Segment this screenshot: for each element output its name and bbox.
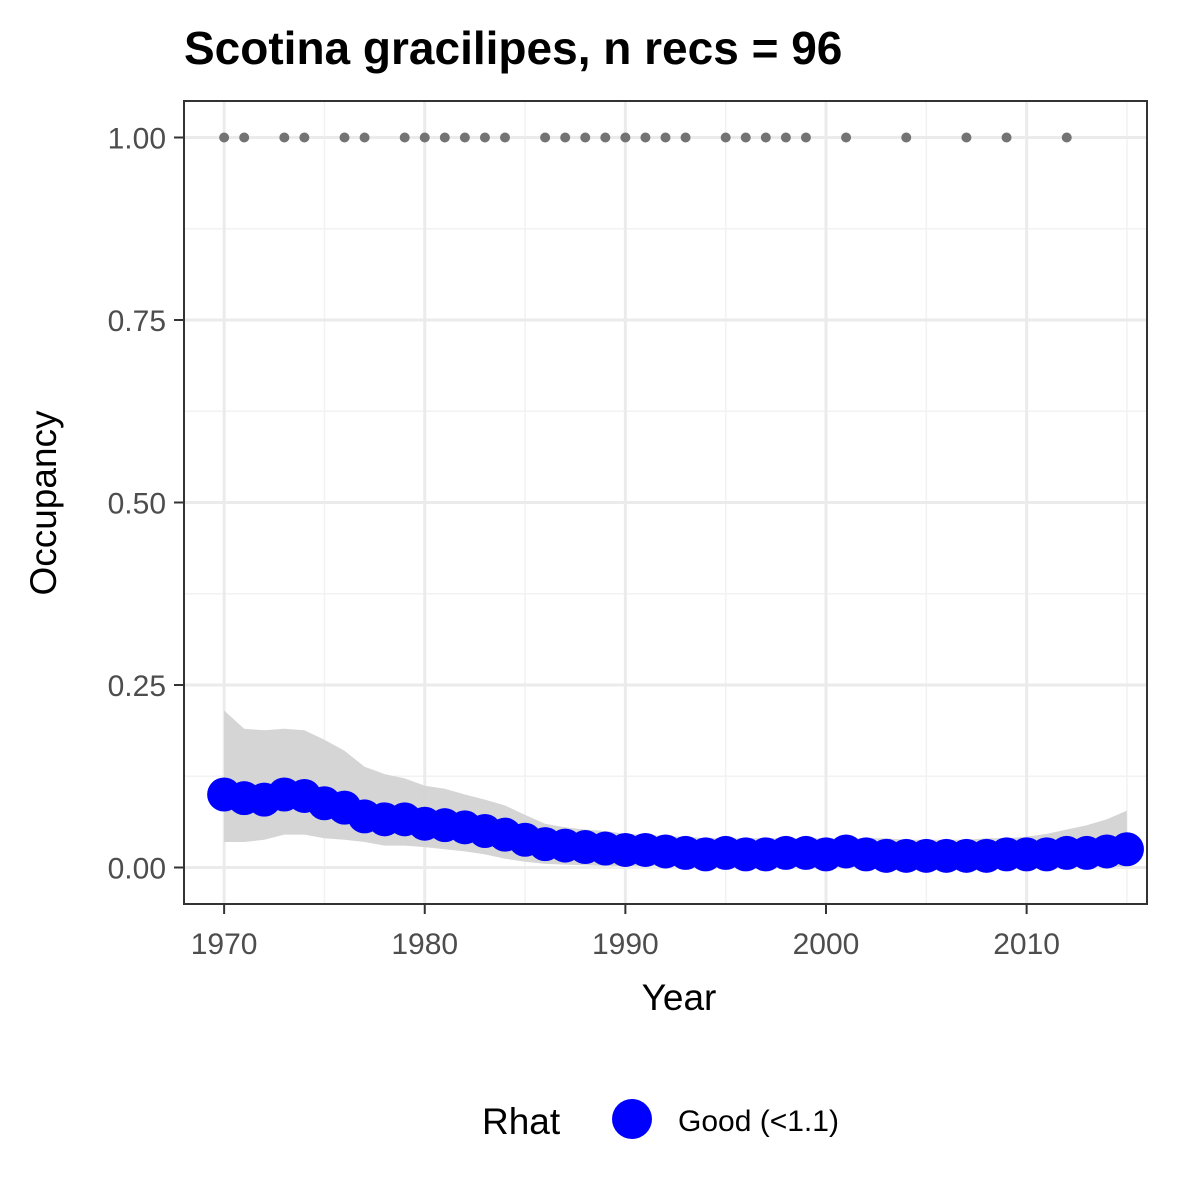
- occupancy-point: [1109, 832, 1144, 867]
- x-tick-label: 2000: [793, 928, 860, 961]
- y-tick-label: 0.50: [108, 488, 166, 521]
- y-tick-label: 0.00: [108, 853, 166, 886]
- x-tick-label: 1970: [191, 928, 258, 961]
- record-point: [660, 132, 671, 143]
- y-tick-label: 1.00: [108, 123, 166, 156]
- record-point: [439, 132, 450, 143]
- legend-title: Rhat: [482, 1101, 561, 1142]
- x-tick-label: 1990: [592, 928, 659, 961]
- record-point: [740, 132, 751, 143]
- record-point: [760, 132, 771, 143]
- record-point: [359, 132, 370, 143]
- legend: Rhat Good (<1.1): [482, 1099, 839, 1142]
- record-point: [279, 132, 290, 143]
- record-point: [419, 132, 430, 143]
- record-point: [399, 132, 410, 143]
- record-point: [620, 132, 631, 143]
- record-point: [961, 132, 972, 143]
- record-point: [1061, 132, 1072, 143]
- record-point: [780, 132, 791, 143]
- record-point: [540, 132, 551, 143]
- y-axis-title: Occupancy: [23, 410, 64, 596]
- record-point: [479, 132, 490, 143]
- record-point: [800, 132, 811, 143]
- x-tick-label: 2010: [993, 928, 1060, 961]
- record-point: [560, 132, 571, 143]
- record-point: [600, 132, 611, 143]
- y-tick-label: 0.25: [108, 670, 166, 703]
- record-point: [219, 132, 230, 143]
- legend-label-good: Good (<1.1): [678, 1105, 839, 1138]
- record-points: [219, 132, 1072, 143]
- record-point: [339, 132, 350, 143]
- record-point: [901, 132, 912, 143]
- record-point: [1001, 132, 1012, 143]
- occupancy-points: [207, 777, 1144, 873]
- y-axis: 0.00 0.25 0.50 0.75 1.00: [108, 123, 184, 886]
- record-point: [640, 132, 651, 143]
- record-point: [239, 132, 250, 143]
- record-point: [500, 132, 510, 143]
- record-point: [720, 132, 731, 143]
- record-point: [459, 132, 470, 143]
- chart-title: Scotina gracilipes, n recs = 96: [184, 22, 842, 74]
- record-point: [680, 132, 691, 143]
- record-point: [841, 132, 852, 143]
- x-axis: 1970 1980 1990 2000 2010: [191, 904, 1060, 961]
- y-tick-label: 0.75: [108, 305, 166, 338]
- x-tick-label: 1980: [391, 928, 458, 961]
- plot-panel: [183, 100, 1148, 905]
- record-point: [580, 132, 591, 143]
- x-axis-title: Year: [642, 977, 717, 1018]
- record-point: [299, 132, 310, 143]
- legend-key-good: [612, 1099, 652, 1139]
